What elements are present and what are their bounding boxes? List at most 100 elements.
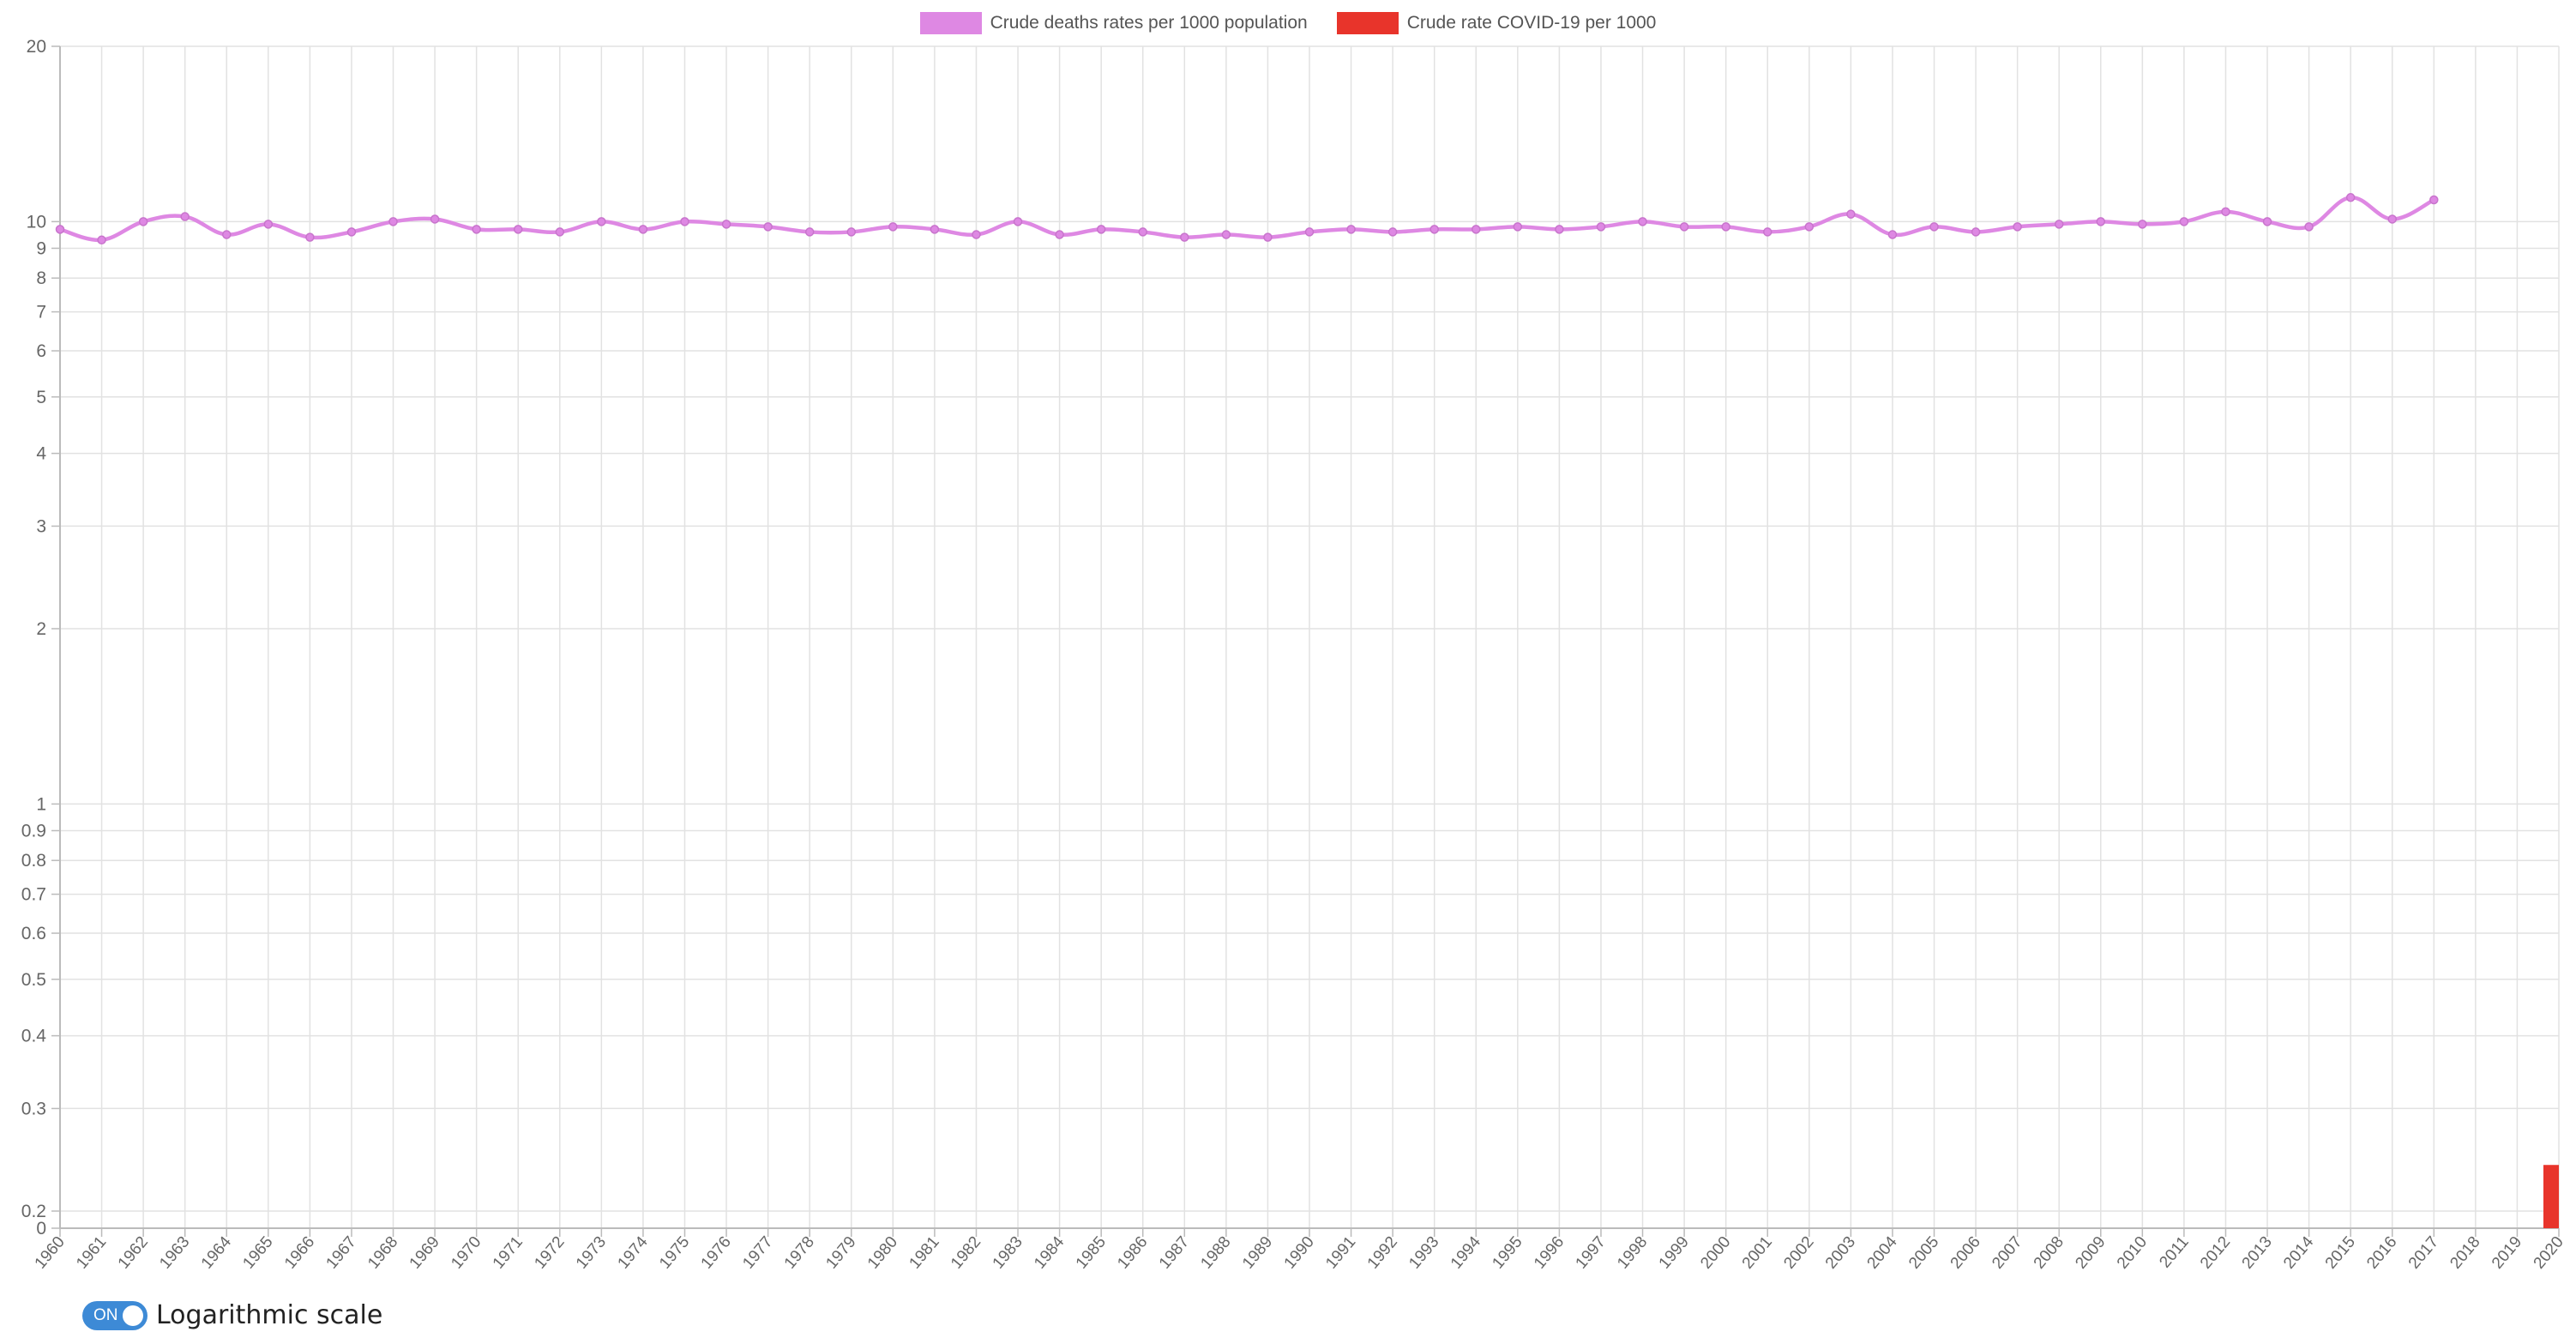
log-scale-label: Logarithmic scale — [156, 1300, 383, 1330]
data-point — [1346, 225, 1356, 234]
data-point — [1555, 225, 1564, 234]
x-tick-label: 1984 — [1031, 1233, 1068, 1272]
legend-swatch-deaths — [919, 12, 982, 34]
x-tick-label: 1990 — [1281, 1233, 1318, 1273]
data-point — [2138, 220, 2147, 229]
y-tick-label: 6 — [36, 341, 46, 361]
x-tick-label: 1960 — [32, 1233, 69, 1273]
chart-area: 20 10 9 8 7 6 5 4 3 2 1 0.9 0.8 0.7 0.6 0.5 0.4 0.3 0.2 0 19… — [21, 37, 2567, 1273]
x-tick-label: 1988 — [1197, 1233, 1234, 1273]
data-point — [513, 225, 523, 234]
x-tick-label: 1981 — [906, 1233, 942, 1273]
toggle-state-text: ON — [93, 1305, 118, 1324]
y-tick-label: 5 — [36, 388, 46, 407]
legend-item-covid[interactable]: Crude rate COVID-19 per 1000 — [1336, 12, 1657, 34]
data-point — [804, 227, 815, 237]
data-point — [55, 225, 65, 234]
x-tick-label: 1962 — [115, 1233, 152, 1273]
x-tick-label: 2012 — [2197, 1233, 2234, 1273]
x-tick-label: 1966 — [281, 1233, 318, 1273]
x-tick-label: 1975 — [656, 1233, 693, 1273]
x-tick-label: 2017 — [2405, 1233, 2442, 1273]
data-point — [1721, 222, 1730, 232]
data-point — [1221, 230, 1231, 239]
legend-swatch-covid — [1336, 12, 1399, 34]
data-point — [1429, 225, 1439, 234]
log-scale-toggle[interactable]: ON — [82, 1300, 147, 1330]
data-point — [2221, 207, 2230, 217]
y-tick-label: 0.8 — [21, 851, 46, 871]
x-tick-label: 1983 — [990, 1233, 1026, 1273]
data-point — [1596, 222, 1606, 232]
data-point — [1472, 225, 1481, 234]
x-tick-label: 1971 — [490, 1233, 527, 1273]
y-tick-label: 7 — [36, 303, 46, 322]
data-point — [2096, 217, 2106, 226]
x-tick-label: 1978 — [781, 1233, 818, 1273]
data-point — [138, 217, 148, 226]
x-tick-label: 2009 — [2072, 1233, 2109, 1273]
data-point — [1096, 225, 1106, 234]
x-tick-label: 1964 — [198, 1233, 236, 1272]
data-point — [2054, 220, 2064, 229]
x-tick-label: 1979 — [822, 1233, 859, 1273]
data-point — [680, 217, 689, 226]
x-tick-label: 2002 — [1780, 1233, 1817, 1273]
x-tick-label: 2020 — [2531, 1233, 2567, 1273]
data-point — [2013, 222, 2022, 232]
x-tick-label: 1967 — [323, 1233, 360, 1273]
x-tick-label: 1970 — [448, 1233, 485, 1273]
data-point — [388, 217, 398, 226]
data-point — [638, 225, 648, 234]
data-point — [263, 220, 274, 229]
axes — [51, 45, 2560, 1237]
y-tick-label: 0.5 — [21, 970, 46, 990]
x-tick-label: 2007 — [1989, 1233, 2025, 1273]
data-point — [1055, 230, 1064, 239]
series — [55, 193, 2559, 1228]
data-point — [930, 225, 940, 234]
data-point — [972, 230, 981, 239]
y-tick-label: 10 — [27, 212, 46, 232]
y-tick-label: 0.7 — [21, 885, 46, 905]
x-tick-label: 1976 — [698, 1233, 735, 1273]
legend-label-covid: Crude rate COVID-19 per 1000 — [1406, 13, 1657, 33]
y-tick-label: 9 — [36, 238, 46, 258]
x-tick-label: 1995 — [1489, 1233, 1526, 1273]
data-point — [1887, 230, 1898, 239]
line-bar-chart: 20109876543210.90.80.70.60.50.40.30.2019… — [21, 37, 2567, 1273]
log-scale-control: ON Logarithmic scale — [82, 1300, 382, 1330]
x-tick-label: 1985 — [1073, 1233, 1110, 1273]
x-tick-label: 2004 — [1863, 1233, 1901, 1272]
y-tick-label: 0.6 — [21, 924, 46, 943]
data-point — [1804, 222, 1815, 232]
x-tick-label: 1991 — [1322, 1233, 1359, 1273]
x-tick-label: 1992 — [1364, 1233, 1401, 1273]
x-tick-label: 1974 — [614, 1233, 652, 1272]
x-tick-label: 2011 — [2156, 1233, 2192, 1272]
x-tick-label: 2010 — [2114, 1233, 2151, 1273]
y-tick-label: 1 — [36, 794, 46, 814]
x-tick-label: 1968 — [364, 1233, 401, 1273]
data-point — [2429, 195, 2439, 205]
x-tick-label: 1989 — [1239, 1233, 1276, 1273]
data-point — [97, 235, 106, 245]
data-point — [2179, 217, 2189, 226]
series-0 — [55, 193, 2439, 245]
x-tick-label: 2014 — [2280, 1233, 2318, 1272]
legend-label-deaths: Crude deaths rates per 1000 population — [990, 13, 1308, 33]
data-point — [597, 217, 606, 226]
x-tick-label: 2000 — [1697, 1233, 1734, 1273]
x-tick-labels: 1960 1961 1962 1963 1964 1965 1966 1967 1968 1969… — [32, 1233, 2567, 1272]
legend-item-deaths[interactable]: Crude deaths rates per 1000 population — [919, 12, 1308, 34]
x-tick-label: 2013 — [2239, 1233, 2276, 1273]
data-point — [1638, 217, 1647, 226]
y-tick-label: 0.9 — [21, 821, 46, 841]
x-tick-label: 2019 — [2489, 1233, 2525, 1273]
y-tick-label: 3 — [36, 516, 46, 536]
toggle-knob[interactable] — [123, 1305, 143, 1326]
x-tick-label: 1999 — [1656, 1233, 1693, 1273]
bar — [2543, 1165, 2559, 1228]
x-tick-label: 1997 — [1573, 1233, 1610, 1273]
x-tick-label: 1987 — [1156, 1233, 1193, 1273]
